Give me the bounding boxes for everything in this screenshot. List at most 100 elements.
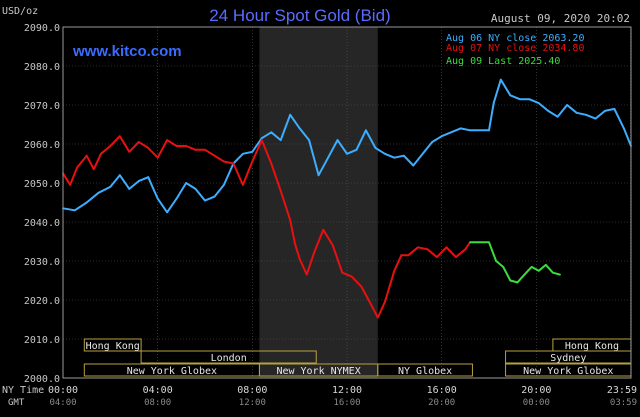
price-point [436, 256, 438, 258]
price-point [270, 131, 273, 134]
price-point [450, 131, 453, 134]
price-point [488, 129, 490, 132]
session-box [377, 363, 473, 377]
ny-time-tick-label: 20:00 [521, 385, 551, 396]
price-point [509, 279, 512, 282]
price-point [270, 162, 273, 165]
ny-time-tick-label: 04:00 [143, 385, 173, 396]
price-point [478, 129, 481, 132]
legend-entry-aug09: Aug 09 Last 2025.40 [446, 56, 560, 67]
session-label: New York Globex [523, 366, 613, 377]
price-point [417, 246, 419, 249]
price-point [528, 98, 531, 101]
price-point [488, 241, 490, 244]
price-point [73, 209, 76, 212]
price-point [166, 139, 169, 142]
price-point [232, 162, 235, 165]
price-point [99, 152, 102, 155]
price-point [523, 273, 526, 276]
price-point [623, 127, 625, 130]
price-point [365, 129, 367, 132]
price-point [289, 219, 292, 221]
price-point [556, 115, 559, 118]
session-label: Hong Kong [565, 341, 619, 352]
price-point [393, 269, 396, 272]
timestamp: August 09, 2020 20:02 [491, 12, 630, 25]
session-box [140, 350, 317, 364]
legend-entry-aug07: Aug 07 NY close 2034.80 [446, 43, 584, 54]
price-point [383, 301, 386, 303]
price-point [251, 150, 254, 153]
price-point [502, 265, 505, 268]
gmt-time-tick-label: 12:00 [239, 398, 266, 408]
gmt-time-tick-label: 00:00 [523, 398, 550, 408]
price-point [194, 148, 197, 151]
price-point [516, 281, 519, 284]
price-point [585, 113, 587, 116]
price-point [147, 147, 150, 149]
price-point [604, 109, 606, 112]
chart-title: 24 Hour Spot Gold (Bid) [209, 6, 390, 25]
legend-entry-aug06: Aug 06 NY close 2063.20 [446, 33, 584, 44]
price-point [185, 145, 187, 147]
session-label: London [211, 353, 247, 364]
price-point [360, 285, 363, 288]
x-axis-ticks: 00:00 04:00 08:00 12:00 16:00 20:00 23:59 04:00… [48, 385, 637, 408]
session-label: NY Globex [398, 366, 452, 377]
price-point [469, 129, 471, 132]
price-point [289, 113, 292, 116]
price-point [552, 271, 554, 274]
price-point [440, 135, 443, 138]
price-point [547, 109, 550, 112]
gmt-time-tick-label: 16:00 [333, 398, 360, 408]
session-label: Hong Kong [86, 341, 140, 352]
price-point [613, 108, 616, 110]
y-tick-label: 2060.0 [24, 140, 60, 151]
price-point [85, 201, 88, 204]
price-point [128, 150, 131, 153]
price-point [317, 174, 320, 177]
price-point [260, 139, 263, 142]
y-tick-label: 2000.0 [24, 374, 60, 385]
price-point [92, 168, 95, 171]
gmt-label: GMT [8, 398, 25, 408]
price-point [223, 160, 225, 163]
price-point [251, 160, 254, 163]
price-point [350, 275, 353, 278]
price-point [544, 264, 547, 266]
ny-time-tick-label: 08:00 [237, 385, 267, 396]
price-point [445, 246, 448, 249]
price-point [312, 252, 315, 255]
website-watermark: www.kitco.com [72, 43, 182, 60]
y-tick-label: 2020.0 [24, 296, 60, 307]
y-tick-label: 2010.0 [24, 335, 60, 346]
price-point [469, 241, 471, 244]
price-point [530, 265, 533, 268]
price-point [241, 184, 244, 186]
price-point [400, 254, 403, 257]
gmt-time-tick-label: 20:00 [428, 398, 455, 408]
price-point [128, 187, 131, 190]
price-point [376, 316, 379, 319]
price-lines [62, 78, 632, 319]
price-point [346, 152, 348, 155]
gmt-time-tick-label: 04:00 [49, 398, 76, 408]
price-point [407, 254, 410, 257]
price-point [137, 141, 140, 143]
y-axis-unit-label: USD/oz [2, 6, 38, 17]
price-point [327, 156, 329, 159]
price-point [518, 98, 521, 101]
price-point [69, 184, 71, 186]
price-point [97, 191, 100, 194]
price-point [383, 152, 386, 155]
price-point [509, 94, 512, 97]
y-tick-label: 2030.0 [24, 257, 60, 268]
price-point [175, 197, 178, 200]
session-label: New York Globex [127, 366, 217, 377]
price-point [495, 260, 497, 262]
price-point [393, 156, 396, 159]
price-point [175, 145, 178, 147]
price-point [294, 242, 296, 245]
price-point [402, 154, 405, 157]
